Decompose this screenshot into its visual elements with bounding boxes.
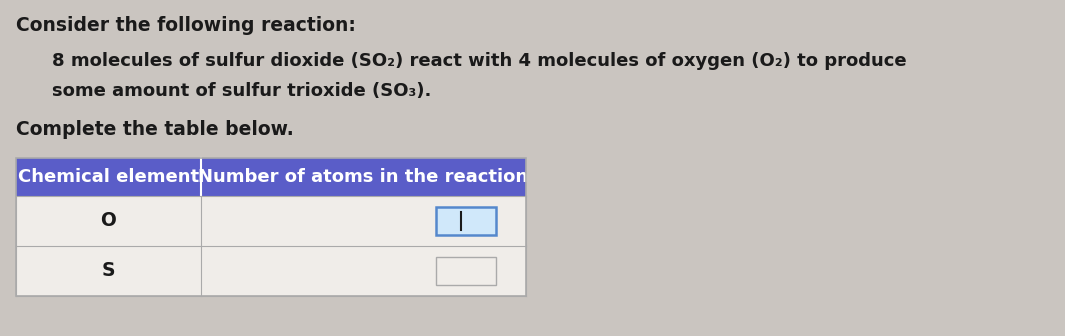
Bar	[436, 207, 496, 235]
Bar	[16, 158, 526, 296]
Bar	[436, 257, 496, 285]
Bar	[16, 246, 526, 296]
Text: Consider the following reaction:: Consider the following reaction:	[16, 16, 356, 35]
Text: 8 molecules of sulfur dioxide (SO₂) react with 4 molecules of oxygen (O₂) to pro: 8 molecules of sulfur dioxide (SO₂) reac…	[52, 52, 906, 70]
Text: some amount of sulfur trioxide (SO₃).: some amount of sulfur trioxide (SO₃).	[52, 82, 431, 100]
Text: S: S	[102, 261, 115, 281]
Bar	[16, 196, 526, 246]
Text: Number of atoms in the reaction: Number of atoms in the reaction	[198, 168, 528, 186]
Text: Complete the table below.: Complete the table below.	[16, 120, 294, 139]
Text: O: O	[100, 211, 116, 230]
Text: Chemical element: Chemical element	[18, 168, 199, 186]
Bar	[16, 158, 526, 196]
